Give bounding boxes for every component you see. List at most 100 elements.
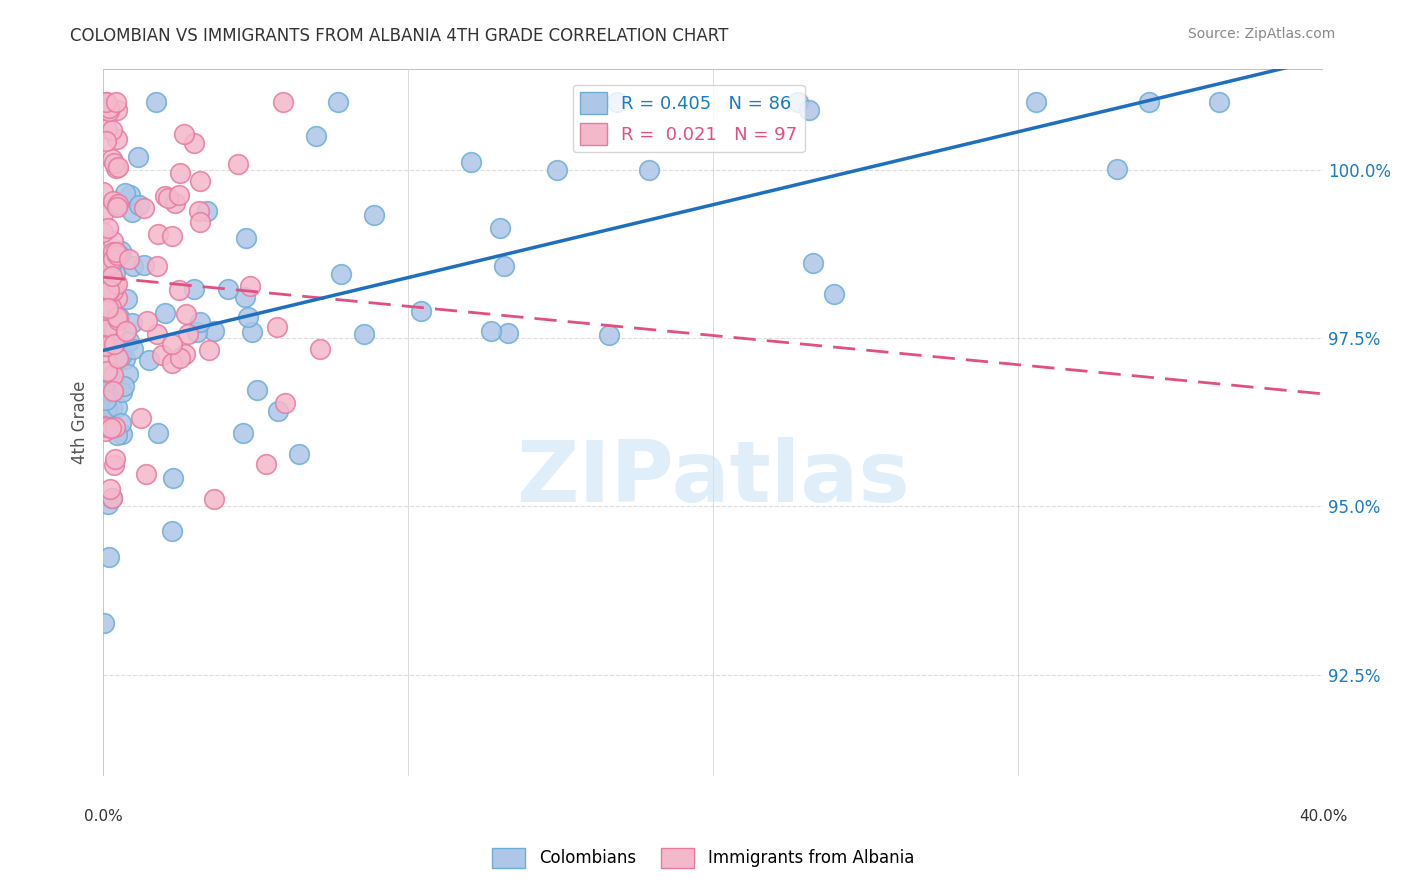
Point bbox=[1208, 95, 1230, 110]
Point bbox=[479, 324, 502, 338]
Point bbox=[160, 356, 183, 370]
Point bbox=[97, 103, 120, 118]
Point bbox=[786, 95, 808, 110]
Point bbox=[110, 244, 132, 259]
Point bbox=[96, 401, 118, 415]
Point bbox=[238, 278, 260, 293]
Point bbox=[112, 379, 135, 393]
Text: ZIPatlas: ZIPatlas bbox=[516, 437, 910, 520]
Point bbox=[97, 415, 120, 429]
Point bbox=[489, 221, 512, 235]
Point bbox=[134, 259, 156, 273]
Text: Source: ZipAtlas.com: Source: ZipAtlas.com bbox=[1188, 27, 1336, 41]
Point bbox=[101, 252, 124, 266]
Point bbox=[328, 95, 350, 110]
Point bbox=[97, 258, 120, 272]
Point bbox=[93, 384, 115, 398]
Point bbox=[101, 491, 124, 506]
Point bbox=[94, 134, 117, 148]
Point bbox=[240, 325, 263, 339]
Point bbox=[138, 353, 160, 368]
Point bbox=[107, 197, 129, 211]
Point bbox=[823, 287, 845, 301]
Point bbox=[1105, 161, 1128, 176]
Point bbox=[235, 231, 257, 245]
Point bbox=[174, 307, 197, 321]
Point bbox=[97, 497, 120, 511]
Point bbox=[204, 324, 226, 338]
Point bbox=[156, 191, 179, 205]
Point bbox=[96, 419, 118, 434]
Point bbox=[186, 325, 208, 339]
Point bbox=[91, 185, 114, 199]
Point bbox=[101, 284, 124, 298]
Point bbox=[105, 95, 128, 110]
Point bbox=[198, 343, 221, 358]
Point bbox=[129, 410, 152, 425]
Point bbox=[98, 379, 121, 393]
Point bbox=[93, 425, 115, 439]
Point bbox=[101, 491, 124, 506]
Point bbox=[101, 370, 124, 384]
Point bbox=[160, 524, 183, 538]
Point bbox=[100, 334, 122, 349]
Point bbox=[97, 313, 120, 327]
Point bbox=[330, 268, 353, 282]
Point bbox=[103, 336, 125, 351]
Point bbox=[98, 482, 121, 496]
Legend: Colombians, Immigrants from Albania: Colombians, Immigrants from Albania bbox=[485, 841, 921, 875]
Point bbox=[135, 467, 157, 482]
Point bbox=[104, 420, 127, 434]
Point bbox=[160, 337, 183, 351]
Point bbox=[232, 425, 254, 440]
Point bbox=[202, 491, 225, 506]
Point bbox=[101, 368, 124, 382]
Point bbox=[271, 95, 294, 110]
Point bbox=[246, 383, 269, 397]
Point bbox=[494, 260, 516, 274]
Point bbox=[97, 284, 120, 298]
Point bbox=[188, 315, 211, 329]
Point bbox=[110, 417, 132, 431]
Point bbox=[128, 198, 150, 212]
Point bbox=[103, 458, 125, 473]
Point bbox=[94, 354, 117, 368]
Point bbox=[105, 198, 128, 212]
Point bbox=[238, 310, 260, 324]
Point bbox=[155, 189, 177, 203]
Point bbox=[188, 174, 211, 188]
Point bbox=[94, 392, 117, 407]
Point bbox=[100, 421, 122, 435]
Point bbox=[105, 245, 128, 260]
Point bbox=[94, 320, 117, 334]
Point bbox=[160, 228, 183, 243]
Point bbox=[94, 95, 117, 110]
Point bbox=[103, 266, 125, 280]
Point bbox=[117, 334, 139, 349]
Point bbox=[188, 214, 211, 228]
Point bbox=[100, 268, 122, 283]
Point bbox=[101, 194, 124, 209]
Point bbox=[121, 205, 143, 219]
Point bbox=[97, 301, 120, 315]
Point bbox=[460, 155, 482, 169]
Point bbox=[1137, 95, 1160, 110]
Point bbox=[96, 303, 118, 318]
Legend: R = 0.405   N = 86, R =  0.021   N = 97: R = 0.405 N = 86, R = 0.021 N = 97 bbox=[572, 85, 804, 153]
Point bbox=[153, 306, 176, 320]
Point bbox=[103, 452, 125, 467]
Point bbox=[111, 385, 134, 400]
Point bbox=[96, 122, 118, 136]
Y-axis label: 4th Grade: 4th Grade bbox=[72, 381, 89, 464]
Point bbox=[150, 348, 173, 362]
Point bbox=[121, 342, 143, 356]
Point bbox=[105, 103, 128, 117]
Point bbox=[167, 283, 190, 297]
Point bbox=[108, 248, 131, 262]
Point bbox=[546, 162, 568, 177]
Point bbox=[105, 310, 128, 324]
Point bbox=[118, 252, 141, 266]
Point bbox=[167, 188, 190, 202]
Point bbox=[98, 339, 121, 353]
Point bbox=[115, 292, 138, 306]
